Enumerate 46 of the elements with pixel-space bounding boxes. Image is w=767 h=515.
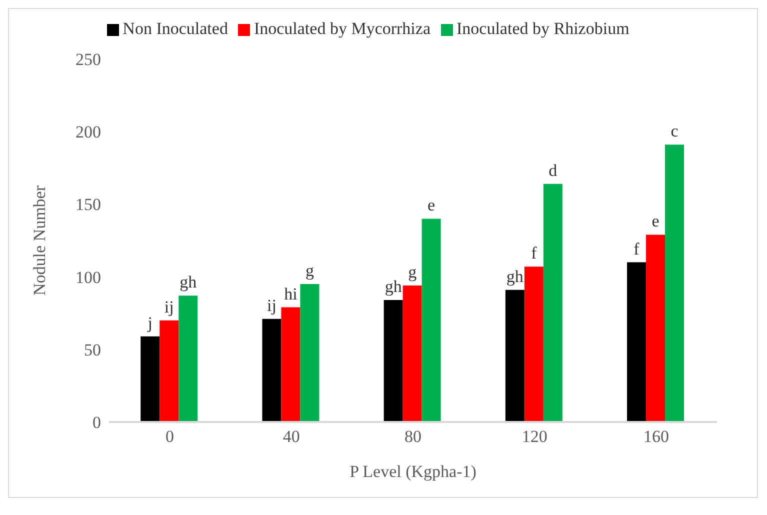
data-label: hi	[284, 284, 298, 304]
x-tick-label: 40	[282, 427, 300, 446]
x-tick-label: 0	[166, 427, 174, 446]
y-tick-label: 50	[84, 340, 101, 360]
data-label: gh	[506, 266, 524, 286]
y-tick-label: 0	[92, 413, 101, 432]
data-label: e	[428, 196, 436, 215]
x-tick-label: 160	[643, 427, 669, 446]
bar	[160, 320, 179, 422]
legend-label: Non Inoculated	[122, 19, 228, 38]
bar	[422, 218, 441, 422]
x-tick-label: 120	[522, 427, 548, 446]
x-axis-title: P Level (Kgpha-1)	[350, 462, 476, 481]
data-label: f	[531, 244, 538, 263]
bar	[505, 290, 524, 422]
legend-label: Inoculated by Mycorrhiza	[254, 19, 430, 38]
legend-label: Inoculated by Rhizobium	[456, 19, 630, 38]
data-label: gh	[384, 277, 402, 296]
bar	[524, 266, 544, 422]
bar	[300, 284, 320, 422]
data-label: d	[548, 160, 558, 180]
bar	[178, 296, 198, 422]
data-label: ij	[164, 297, 174, 316]
data-label: gh	[180, 272, 198, 292]
data-label: ij	[266, 296, 276, 315]
data-label: c	[670, 122, 679, 141]
bar	[646, 234, 666, 422]
y-tick-label: 100	[76, 268, 101, 287]
data-label: e	[652, 212, 660, 231]
x-tick-label: 80	[404, 427, 422, 446]
bar	[543, 184, 562, 422]
bar	[665, 144, 684, 422]
bar	[627, 262, 646, 422]
data-label: g	[408, 262, 418, 282]
bar	[262, 318, 282, 422]
y-tick-label: 200	[76, 122, 101, 142]
y-tick-label: 250	[76, 50, 101, 70]
data-label: j	[146, 313, 152, 332]
data-label: g	[305, 261, 314, 280]
bar	[384, 300, 403, 422]
y-tick-label: 150	[76, 195, 101, 214]
y-axis-title: Nodule Number	[30, 185, 50, 296]
bar	[140, 336, 160, 422]
data-label: f	[634, 239, 640, 258]
bar	[402, 286, 422, 422]
bar	[281, 307, 300, 422]
